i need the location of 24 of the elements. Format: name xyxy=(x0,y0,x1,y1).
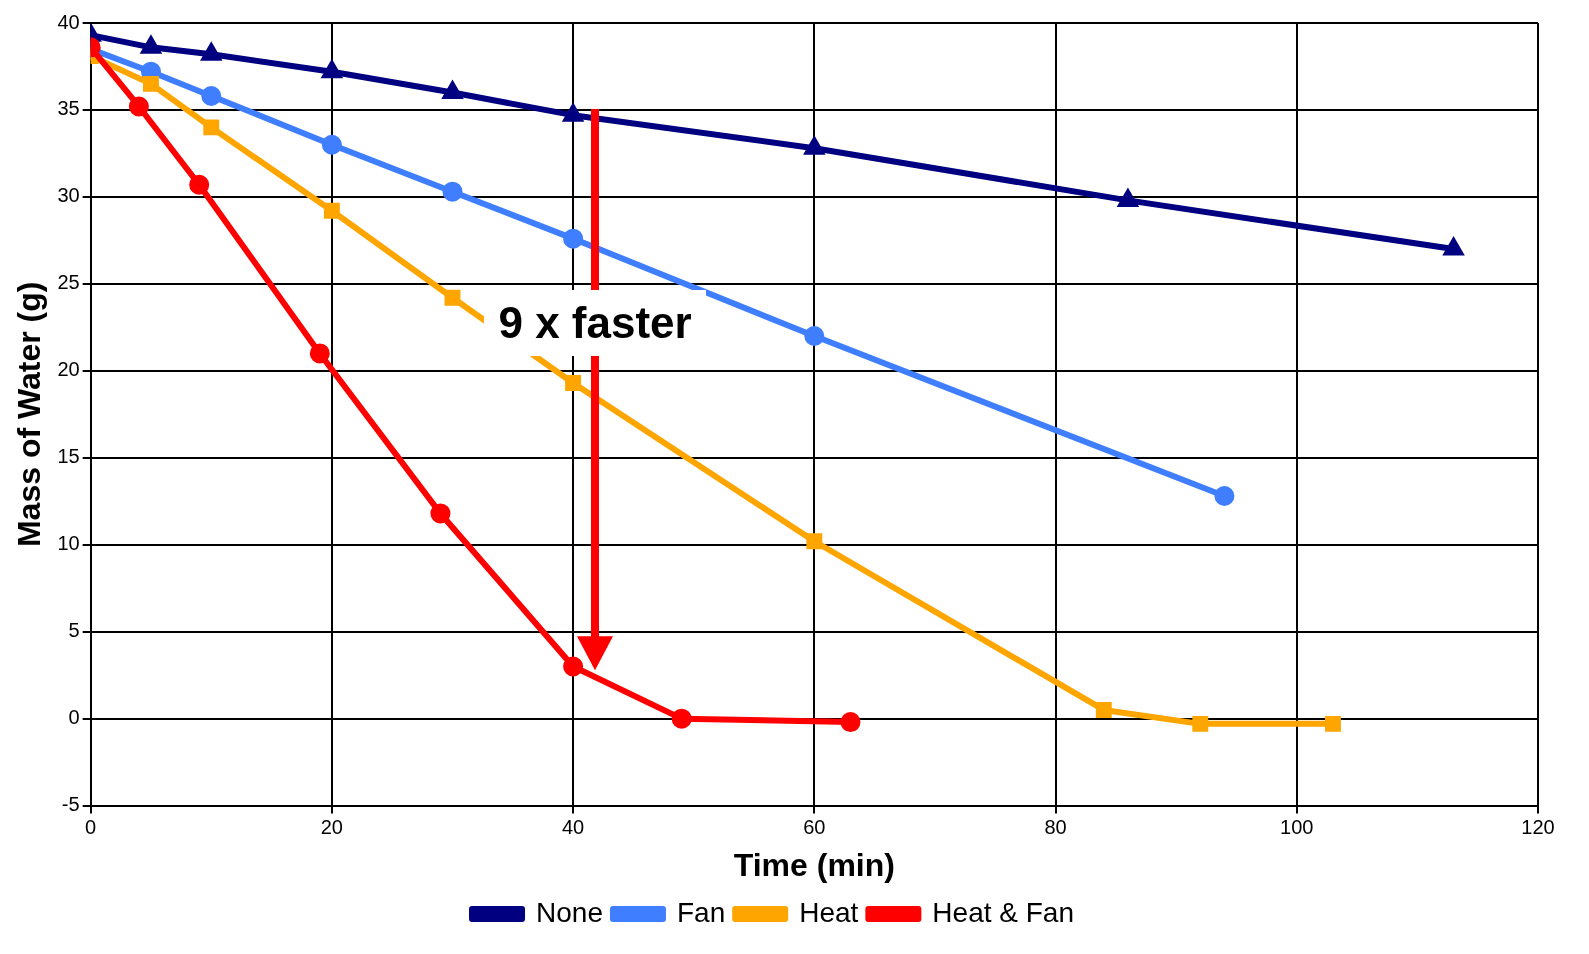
y-tick-label: 30 xyxy=(57,184,80,207)
y-tick-label: 0 xyxy=(68,706,80,729)
annotation: 9 x faster xyxy=(484,289,706,356)
x-axis-title: Time (min) xyxy=(733,846,895,883)
y-tick-label: 10 xyxy=(57,532,80,555)
x-tick-label: 80 xyxy=(1044,816,1067,839)
y-tick-label: 20 xyxy=(57,358,80,381)
y-tick-label: -5 xyxy=(61,793,80,816)
legend-label: Heat xyxy=(799,896,859,928)
legend-label: Fan xyxy=(676,896,726,928)
y-tick-label: 15 xyxy=(57,445,80,468)
y-axis-title: Mass of Water (g) xyxy=(11,281,48,548)
y-tick-label: 40 xyxy=(57,10,80,33)
y-tick-label: 35 xyxy=(57,97,80,120)
legend-label: None xyxy=(536,896,603,928)
x-tick-label: 40 xyxy=(561,816,585,839)
y-tick-label: 5 xyxy=(68,619,80,642)
x-tick-label: 0 xyxy=(85,816,97,839)
x-tick-label: 120 xyxy=(1521,816,1555,839)
x-tick-label: 60 xyxy=(803,816,826,839)
y-tick-label: 25 xyxy=(57,271,80,294)
x-tick-label: 20 xyxy=(320,816,343,839)
legend-label: Heat & Fan xyxy=(932,896,1074,928)
x-tick-label: 100 xyxy=(1280,816,1314,839)
